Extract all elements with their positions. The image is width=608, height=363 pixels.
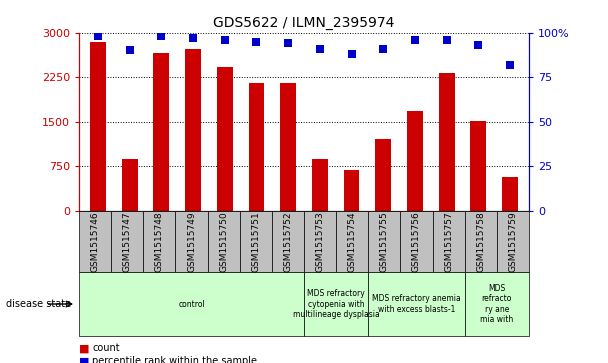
Text: disease state: disease state [6, 299, 71, 309]
Point [474, 42, 483, 48]
Point [188, 35, 198, 41]
Bar [438, 73, 455, 211]
Text: ■: ■ [79, 343, 93, 354]
Text: GSM1515756: GSM1515756 [412, 211, 421, 272]
Text: MDS refractory anemia
with excess blasts-1: MDS refractory anemia with excess blasts… [372, 294, 461, 314]
Point [93, 33, 103, 39]
Text: GSM1515757: GSM1515757 [444, 211, 453, 272]
Point [378, 46, 388, 52]
Bar [471, 121, 486, 211]
Point [252, 38, 261, 44]
Bar [375, 139, 391, 211]
Point [315, 46, 325, 52]
Bar [249, 83, 264, 211]
Text: count: count [92, 343, 120, 354]
Text: GSM1515750: GSM1515750 [219, 211, 228, 272]
Bar [407, 111, 423, 211]
Bar [312, 159, 328, 211]
Bar [217, 67, 233, 211]
Text: GSM1515746: GSM1515746 [91, 211, 100, 272]
Point [505, 62, 515, 68]
Text: percentile rank within the sample: percentile rank within the sample [92, 356, 257, 363]
Text: GSM1515751: GSM1515751 [251, 211, 260, 272]
Bar [280, 83, 296, 211]
Text: GSM1515749: GSM1515749 [187, 211, 196, 272]
Point [442, 37, 452, 43]
Point [410, 37, 420, 43]
Bar [185, 49, 201, 211]
Text: GSM1515747: GSM1515747 [123, 211, 132, 272]
Point [283, 40, 293, 46]
Bar [153, 53, 170, 211]
Bar [502, 177, 518, 211]
Text: GSM1515759: GSM1515759 [508, 211, 517, 272]
Point [156, 33, 166, 39]
Point [220, 37, 230, 43]
Bar [122, 159, 137, 211]
Text: GSM1515752: GSM1515752 [283, 211, 292, 272]
Text: control: control [178, 299, 205, 309]
Text: MDS
refracto
ry ane
mia with: MDS refracto ry ane mia with [480, 284, 513, 324]
Text: MDS refractory
cytopenia with
multilineage dysplasia: MDS refractory cytopenia with multilinea… [293, 289, 379, 319]
Text: GSM1515753: GSM1515753 [316, 211, 325, 272]
Bar [90, 42, 106, 211]
Text: GSM1515758: GSM1515758 [476, 211, 485, 272]
Point [347, 51, 356, 57]
Text: ■: ■ [79, 356, 93, 363]
Text: GSM1515748: GSM1515748 [155, 211, 164, 272]
Title: GDS5622 / ILMN_2395974: GDS5622 / ILMN_2395974 [213, 16, 395, 30]
Bar [344, 170, 359, 211]
Text: GSM1515755: GSM1515755 [380, 211, 389, 272]
Point [125, 48, 134, 53]
Text: GSM1515754: GSM1515754 [348, 211, 357, 272]
